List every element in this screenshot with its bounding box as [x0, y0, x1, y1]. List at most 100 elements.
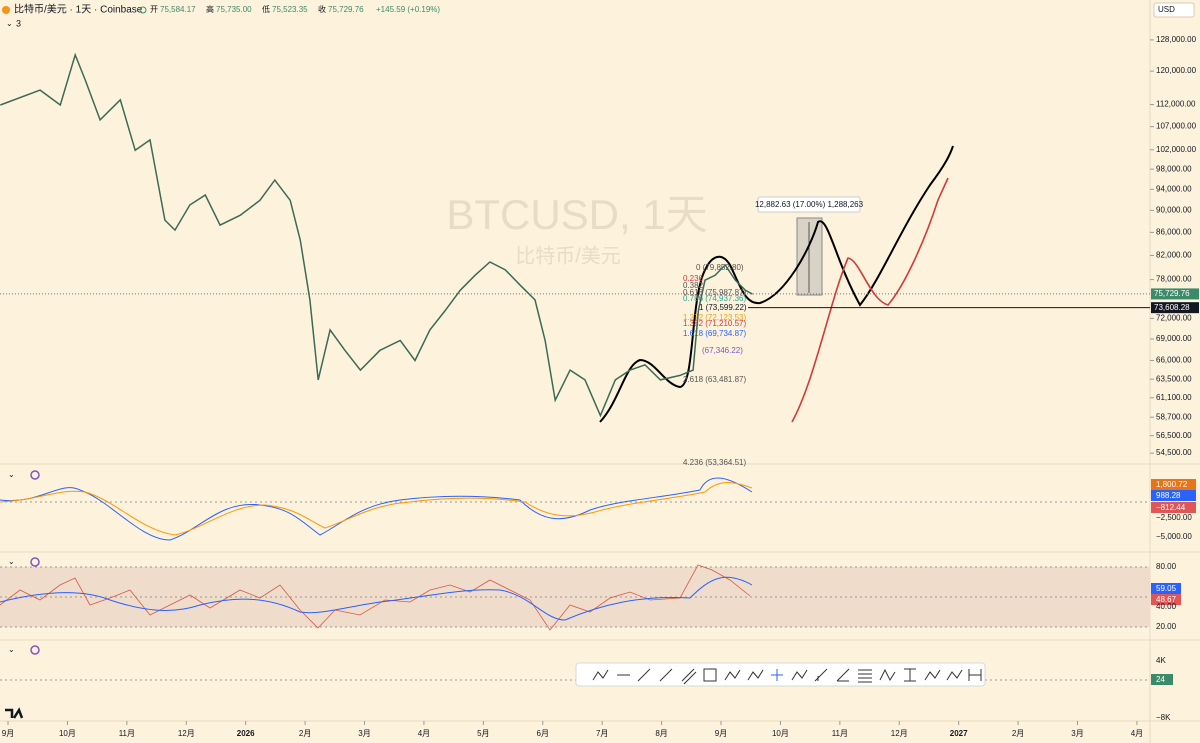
fib-label: 0.236 — [683, 274, 704, 283]
tool-icon[interactable] — [592, 669, 609, 681]
currency-box[interactable] — [1153, 2, 1195, 18]
price-badge-label: 73,608.28 — [1154, 303, 1190, 312]
fib-label: 0.382 — [683, 281, 704, 290]
drawing-red-path[interactable] — [791, 177, 949, 423]
tool-icon[interactable] — [814, 668, 828, 682]
ohlc-key: 高 — [206, 4, 214, 14]
x-tick-label: 2月 — [299, 729, 311, 738]
collapse-icon[interactable]: ⌄ — [6, 19, 13, 28]
y-tick-label: 54,500.00 — [1156, 448, 1192, 457]
tool-icon[interactable] — [968, 669, 982, 681]
tool-icon[interactable] — [946, 669, 963, 681]
axis-badge — [1151, 502, 1196, 513]
drawing-black-path[interactable] — [599, 145, 954, 423]
x-tick-label: 11月 — [832, 729, 848, 738]
tool-icon[interactable] — [836, 668, 850, 682]
watermark-subtitle: 比特币/美元 — [515, 244, 621, 267]
macd-axis-label: −812.44 — [1156, 503, 1186, 512]
y-tick-label: 63,500.00 — [1156, 374, 1192, 383]
y-tick-label: 69,000.00 — [1156, 334, 1192, 343]
tool-icon[interactable] — [724, 669, 741, 681]
collapse-icon[interactable]: ⌄ — [8, 557, 15, 566]
y-tick-label: 102,000.00 — [1156, 145, 1197, 154]
y-tick-label: 78,000.00 — [1156, 275, 1192, 284]
macd-axis-label: 988.28 — [1156, 491, 1181, 500]
ohlc-value: 75,729.76 — [328, 5, 364, 14]
macd-axis-label: 1,800.72 — [1156, 480, 1188, 489]
x-tick-label: 10月 — [59, 729, 76, 738]
fib-label: 4.236 (53,364.51) — [683, 458, 746, 467]
fib-label: 0.618 (75,987.87) — [683, 288, 746, 297]
tool-icon[interactable] — [747, 669, 764, 681]
ohlc-value: 75,735.00 — [216, 5, 252, 14]
tool-icon[interactable] — [681, 668, 697, 685]
fib-label: 0 (79,852.80) — [696, 263, 744, 272]
x-tick-label: 3月 — [358, 729, 370, 738]
tool-icon[interactable] — [879, 668, 896, 682]
price-badge-label: 75,729.76 — [1154, 289, 1190, 298]
y-tick-label: 107,000.00 — [1156, 122, 1197, 131]
axis-badge — [1151, 490, 1196, 501]
y-tick-label: 58,700.00 — [1156, 412, 1192, 421]
tool-icon[interactable] — [791, 669, 808, 681]
tool-icon[interactable] — [858, 669, 872, 683]
collapse-icon[interactable]: ⌄ — [8, 645, 15, 654]
fib-label: 1 (73,599.22) — [699, 303, 747, 312]
x-tick-label: 2026 — [237, 729, 255, 738]
tool-icon[interactable] — [924, 669, 941, 681]
rsi-axis-label: 20.00 — [1156, 622, 1177, 631]
tool-icon[interactable] — [703, 668, 717, 682]
fib-label: 0.786 (74,937.36) — [683, 294, 746, 303]
tool-icon[interactable] — [771, 669, 783, 681]
coin-icon — [2, 6, 10, 14]
rsi-axis-label: 48.67 — [1156, 595, 1177, 604]
change: +145.59 (+0.19%) — [376, 5, 440, 14]
tool-icon[interactable] — [659, 668, 673, 682]
y-tick-label: 90,000.00 — [1156, 205, 1192, 214]
rsi-axis-label: 80.00 — [1156, 562, 1177, 571]
collapse-icon[interactable]: ⌄ — [8, 470, 15, 479]
price-badge — [1151, 288, 1199, 300]
x-tick-label: 2月 — [1012, 729, 1024, 738]
macd-line — [0, 477, 753, 541]
rsi-axis-label: 40.00 — [1156, 602, 1177, 611]
macd-axis-label: −2,500.00 — [1156, 513, 1192, 522]
x-tick-label: 2027 — [950, 729, 968, 738]
y-tick-label: 66,000.00 — [1156, 356, 1192, 365]
x-tick-label: 4月 — [418, 729, 430, 738]
rsi-line — [0, 564, 751, 631]
ohlc-value: 75,523.35 — [272, 5, 308, 14]
indicator-icon[interactable] — [30, 557, 40, 567]
x-tick-label: 11月 — [119, 729, 135, 738]
indicator-count[interactable]: 3 — [16, 18, 21, 28]
fib-label: (67,346.22) — [702, 346, 743, 355]
signal-line — [0, 482, 753, 536]
y-tick-label: 98,000.00 — [1156, 164, 1192, 173]
y-tick-label: 82,000.00 — [1156, 251, 1192, 260]
price-pane: 128,000.00 120,000.00 112,000.00 107,000.00… — [0, 35, 1199, 738]
rsi-ma-line — [0, 576, 753, 621]
indicator-icon[interactable] — [30, 645, 40, 655]
ohlc-key: 低 — [262, 4, 270, 14]
currency[interactable]: USD — [1158, 5, 1175, 14]
y-tick-label: 94,000.00 — [1156, 184, 1192, 193]
axis-badge — [1151, 583, 1181, 594]
x-tick-label: 9月 — [715, 729, 727, 738]
y-tick-label: 86,000.00 — [1156, 227, 1192, 236]
symbol[interactable]: 比特币/美元 · 1天 · Coinbase — [14, 3, 143, 16]
price-line — [0, 52, 753, 418]
y-tick-label: 72,000.00 — [1156, 313, 1192, 322]
indicator-icon[interactable] — [30, 470, 40, 480]
watermark-title: BTCUSD, 1天 — [446, 191, 707, 238]
y-tick-label: 112,000.00 — [1156, 100, 1196, 109]
tool-icon[interactable] — [904, 668, 916, 682]
x-tick-label: 4月 — [1131, 729, 1143, 738]
fib-label: 1.382 (71,210.57) — [683, 319, 746, 328]
macd-axis-label: −5,000.00 — [1156, 532, 1192, 541]
tool-icon[interactable] — [637, 668, 651, 682]
x-tick-label: 12月 — [891, 729, 908, 738]
logo[interactable] — [5, 707, 24, 719]
volume-axis-label: 24 — [1156, 675, 1165, 684]
